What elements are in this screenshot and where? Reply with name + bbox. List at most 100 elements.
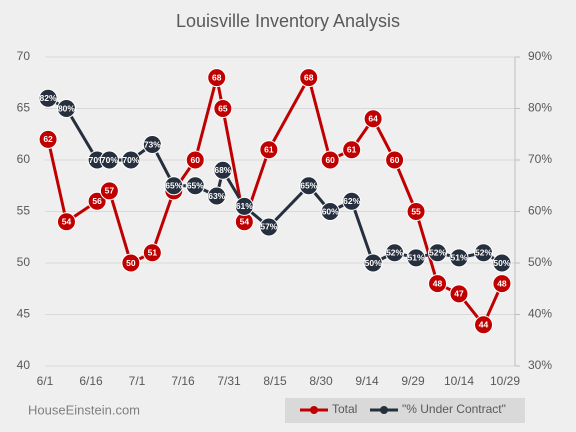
data-label: 64 [368, 114, 378, 124]
data-label: 62% [343, 196, 360, 206]
point [474, 243, 494, 263]
y-tick-label: 45 [17, 307, 31, 321]
data-label: 60 [390, 155, 400, 165]
data-label: 52% [429, 247, 446, 257]
data-label: 52% [475, 247, 492, 257]
data-label: 55 [411, 206, 421, 216]
data-label: 65% [300, 181, 317, 191]
point [99, 150, 119, 170]
data-label: 70% [122, 155, 139, 165]
data-label: 50% [493, 258, 510, 268]
point [492, 253, 512, 273]
point [492, 274, 512, 294]
point [385, 243, 405, 263]
data-label: 61 [264, 144, 274, 154]
data-label: 70% [89, 155, 106, 165]
point [185, 176, 205, 196]
data-label: 50 [126, 258, 136, 268]
point [474, 315, 494, 335]
y-tick-label: 55 [17, 204, 31, 218]
point [142, 135, 162, 155]
x-tick-label: 7/1 [129, 374, 146, 388]
point [449, 248, 469, 268]
data-label: 61 [347, 144, 357, 154]
x-tick-label: 10/29 [490, 374, 520, 388]
point [406, 248, 426, 268]
point [207, 68, 227, 88]
data-label: 60 [191, 155, 201, 165]
point [342, 140, 362, 160]
x-tick-label: 7/16 [171, 374, 195, 388]
point [299, 68, 319, 88]
point [213, 160, 233, 180]
data-label: 51 [148, 247, 158, 257]
data-label: 82% [40, 93, 57, 103]
point [342, 191, 362, 211]
data-label: 51% [408, 253, 425, 263]
x-tick-label: 9/29 [401, 374, 425, 388]
data-label: 63% [208, 191, 225, 201]
point [185, 150, 205, 170]
x-tick-label: 6/1 [37, 374, 54, 388]
data-label: 68 [212, 72, 222, 82]
y2-tick-label: 80% [528, 101, 552, 115]
point [428, 274, 448, 294]
point [207, 186, 227, 206]
y2-tick-label: 60% [528, 204, 552, 218]
y-tick-label: 50 [17, 255, 31, 269]
data-label: 57% [260, 222, 277, 232]
x-tick-label: 7/31 [217, 374, 241, 388]
point [38, 88, 58, 108]
point [259, 140, 279, 160]
data-label: 65% [165, 181, 182, 191]
legend-marker [310, 406, 318, 414]
data-label: 68 [304, 72, 314, 82]
point [121, 150, 141, 170]
x-tick-label: 10/14 [444, 374, 474, 388]
point [320, 202, 340, 221]
legend-marker [380, 406, 388, 414]
data-label: 60% [322, 206, 339, 216]
data-label: 60 [325, 155, 335, 165]
x-tick-label: 8/15 [263, 374, 287, 388]
x-tick-label: 9/14 [355, 374, 379, 388]
data-label: 57 [105, 186, 115, 196]
data-label: 51% [450, 253, 467, 263]
data-label: 61% [236, 201, 253, 211]
data-label: 50% [365, 258, 382, 268]
x-tick-label: 6/16 [79, 374, 103, 388]
data-label: 54 [240, 217, 250, 227]
point [213, 99, 233, 118]
x-tick-label: 8/30 [309, 374, 333, 388]
series-line [46, 73, 504, 328]
chart-title: Louisville Inventory Analysis [176, 11, 400, 31]
data-label: 44 [479, 320, 489, 330]
point [99, 181, 119, 201]
data-label: 56 [92, 196, 102, 206]
data-label: 80% [58, 103, 75, 113]
data-label: 47 [454, 289, 464, 299]
data-label: 70% [101, 155, 118, 165]
y2-tick-label: 50% [528, 255, 552, 269]
legend-label: "% Under Contract" [402, 402, 506, 416]
series-line [47, 96, 503, 266]
data-label: 48 [497, 278, 507, 288]
point [259, 217, 279, 237]
y2-tick-label: 40% [528, 307, 552, 321]
point [363, 253, 383, 273]
point [234, 196, 254, 216]
y-tick-label: 40 [17, 358, 31, 372]
point [87, 191, 107, 211]
point [56, 99, 76, 118]
point [385, 150, 405, 170]
point [406, 202, 426, 221]
point [449, 284, 469, 304]
point [121, 253, 141, 273]
point [363, 109, 383, 129]
data-label: 73% [144, 139, 161, 149]
y-tick-label: 70 [17, 49, 31, 63]
legend-label: Total [332, 402, 357, 416]
y-tick-label: 60 [17, 152, 31, 166]
data-label: 65% [187, 181, 204, 191]
